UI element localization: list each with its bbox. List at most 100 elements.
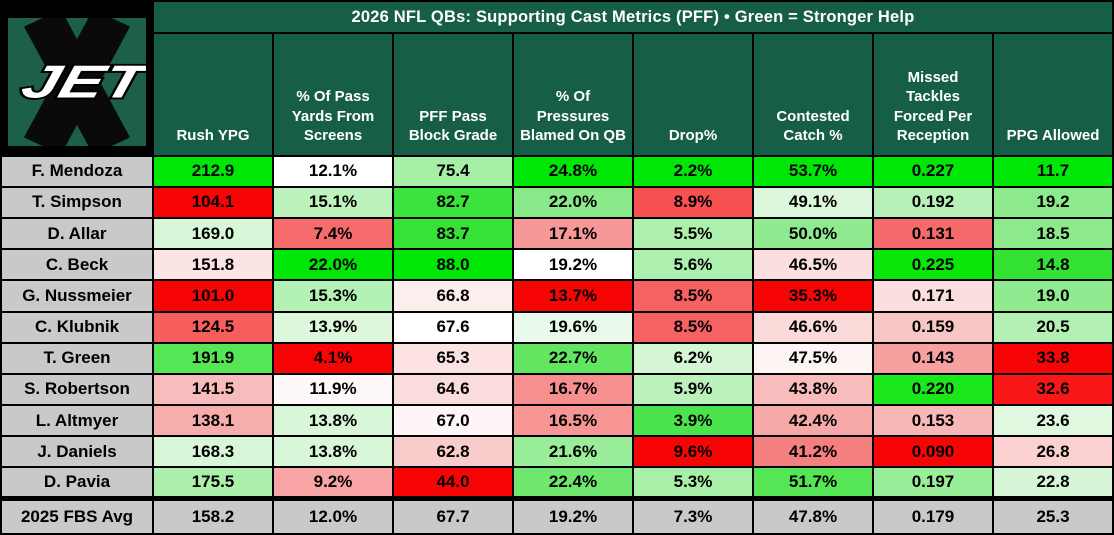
avg-name-cell: 2025 FBS Avg [0,495,154,535]
qb-row: F. Mendoza 212.9 12.1% 75.4 24.8% 2.2% 53.7% 0.… [0,154,1114,188]
metric-cell: 20.5 [992,310,1114,344]
metric-cell: 0.090 [872,435,994,469]
metric-cell: 21.6% [512,435,634,469]
metric-cell: 9.2% [272,466,394,500]
metric-cell: 75.4 [392,154,514,188]
column-header-3: PFF Pass Block Grade [392,32,514,157]
metric-cell: 6.2% [632,341,754,375]
metric-cell: 13.8% [272,403,394,438]
metric-cell: 3.9% [632,403,754,438]
logo-jet-text: JET [16,57,146,108]
qb-name-cell: G. Nussmeier [0,279,154,313]
metric-cell: 5.9% [632,372,754,406]
metric-cell: 11.7 [992,154,1114,188]
metric-cell: 46.6% [752,310,874,344]
metric-cell: 0.143 [872,341,994,375]
metric-cell: 42.4% [752,403,874,438]
column-header-5: Drop% [632,32,754,157]
metric-cell: 0.159 [872,310,994,344]
metric-cell: 22.0% [512,185,634,220]
metric-cell: 49.1% [752,185,874,220]
metric-cell: 138.1 [152,403,274,438]
metric-cell: 67.6 [392,310,514,344]
qb-name-cell: T. Green [0,341,154,375]
metric-cell: 64.6 [392,372,514,406]
metric-cell: 8.5% [632,279,754,313]
metric-cell: 14.8 [992,248,1114,282]
qb-name-cell: C. Beck [0,248,154,282]
header-row: Rush YPG% Of Pass Yards From Screens PFF … [1,32,1114,157]
metric-cell: 2.2% [632,154,754,188]
qb-row: L. Altmyer 138.1 13.8% 67.0 16.5% 3.9% 42.4% 0.… [0,403,1114,438]
metric-cell: 212.9 [152,154,274,188]
metric-cell: 17.1% [512,217,634,251]
column-header-4: % Of Pressures Blamed On QB [512,32,634,157]
qb-row: J. Daniels 168.3 13.8% 62.8 21.6% 9.6% 41.2% 0.… [0,435,1114,469]
metric-cell: 13.8% [272,435,394,469]
qb-name-cell: T. Simpson [0,185,154,220]
metric-cell: 5.3% [632,466,754,500]
qb-row: C. Klubnik 124.5 13.9% 67.6 19.6% 8.5% 46.6% 0.… [0,310,1114,344]
avg-metric-cell: 19.2% [512,495,634,535]
avg-metric-cell: 25.3 [992,495,1114,535]
qb-row: G. Nussmeier 101.0 15.3% 66.8 13.7% 8.5% 35.3%… [0,279,1114,313]
metric-cell: 16.7% [512,372,634,406]
metric-cell: 43.8% [752,372,874,406]
metric-cell: 12.1% [272,154,394,188]
metric-cell: 82.7 [392,185,514,220]
metric-cell: 7.4% [272,217,394,251]
metric-cell: 4.1% [272,341,394,375]
qb-row: T. Simpson 104.1 15.1% 82.7 22.0% 8.9% 49.1% 0.… [0,185,1114,220]
metric-cell: 175.5 [152,466,274,500]
avg-row: 2025 FBS Avg 158.2 12.0% 67.7 19.2% 7.3% 47.8%… [0,495,1114,535]
metric-cell: 67.0 [392,403,514,438]
metric-cell: 0.227 [872,154,994,188]
metric-cell: 141.5 [152,372,274,406]
metric-cell: 0.192 [872,185,994,220]
qb-name-cell: D. Pavia [0,466,154,500]
metric-cell: 23.6 [992,403,1114,438]
metric-cell: 124.5 [152,310,274,344]
metric-cell: 62.8 [392,435,514,469]
metric-cell: 151.8 [152,248,274,282]
metric-cell: 22.8 [992,466,1114,500]
metric-cell: 19.2% [512,248,634,282]
avg-metric-cell: 67.7 [392,495,514,535]
metric-cell: 50.0% [752,217,874,251]
metric-cell: 83.7 [392,217,514,251]
avg-metric-cell: 7.3% [632,495,754,535]
jets-logo: JET [0,0,154,157]
metric-cell: 24.8% [512,154,634,188]
qb-row: D. Allar 169.0 7.4% 83.7 17.1% 5.5% 50.0% 0.131… [0,217,1114,251]
metric-cell: 15.1% [272,185,394,220]
logo-x-stroke [23,17,131,146]
metric-cell: 0.197 [872,466,994,500]
qb-name-cell: D. Allar [0,217,154,251]
metric-cell: 104.1 [152,185,274,220]
qb-name-cell: S. Robertson [0,372,154,406]
metric-cell: 169.0 [152,217,274,251]
avg-metric-cell: 47.8% [752,495,874,535]
metric-cell: 9.6% [632,435,754,469]
metric-cell: 13.9% [272,310,394,344]
metric-cell: 32.6 [992,372,1114,406]
metric-cell: 41.2% [752,435,874,469]
metric-cell: 13.7% [512,279,634,313]
metric-cell: 0.225 [872,248,994,282]
metric-cell: 19.6% [512,310,634,344]
jets-logo-mark: JET [8,17,146,146]
avg-metric-cell: 12.0% [272,495,394,535]
metric-cell: 88.0 [392,248,514,282]
column-header-1: Rush YPG [152,32,274,157]
qb-row: S. Robertson 141.5 11.9% 64.6 16.7% 5.9% 43.8%… [0,372,1114,406]
qb-row: T. Green 191.9 4.1% 65.3 22.7% 6.2% 47.5% 0.143… [0,341,1114,375]
metric-cell: 22.7% [512,341,634,375]
column-header-2: % Of Pass Yards From Screens [272,32,394,157]
metric-cell: 26.8 [992,435,1114,469]
metric-cell: 16.5% [512,403,634,438]
qb-name-cell: L. Altmyer [0,403,154,438]
metric-cell: 51.7% [752,466,874,500]
table-title: 2026 NFL QBs: Supporting Cast Metrics (P… [152,0,1114,35]
column-header-8: PPG Allowed [992,32,1114,157]
